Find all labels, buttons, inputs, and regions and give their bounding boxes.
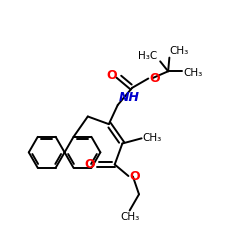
Text: O: O bbox=[106, 69, 117, 82]
Text: CH₃: CH₃ bbox=[143, 133, 162, 143]
Text: O: O bbox=[150, 72, 160, 85]
Text: NH: NH bbox=[119, 91, 140, 104]
Text: CH₃: CH₃ bbox=[184, 68, 203, 78]
Text: CH₃: CH₃ bbox=[120, 212, 139, 222]
Text: H₃C: H₃C bbox=[138, 51, 158, 61]
Text: O: O bbox=[84, 158, 95, 171]
Text: CH₃: CH₃ bbox=[170, 46, 189, 56]
Text: O: O bbox=[130, 170, 140, 182]
